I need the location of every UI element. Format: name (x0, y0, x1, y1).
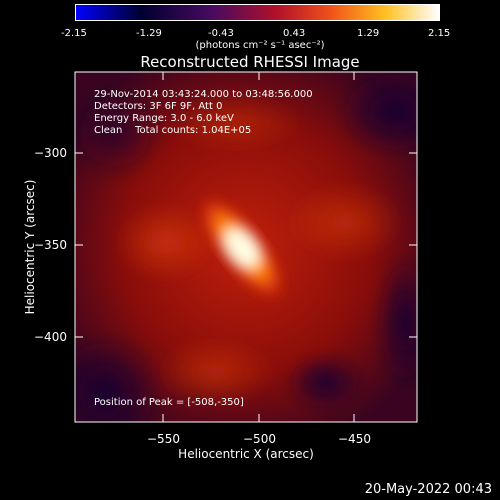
x-tick-label: −500 (243, 432, 276, 446)
date-stamp: 20-May-2022 00:43 (364, 482, 492, 497)
y-axis-label: Heliocentric Y (arcsec) (23, 179, 37, 315)
colorbar-tick: -0.43 (208, 28, 234, 39)
info-peak-position: Position of Peak = [-508,-350] (94, 397, 244, 408)
colorbar-units: (photons cm⁻² s⁻¹ asec⁻²) (195, 40, 325, 51)
x-axis-label: Heliocentric X (arcsec) (178, 447, 314, 461)
colorbar-tick: 2.15 (428, 28, 451, 39)
colorbar-tick: 1.29 (357, 28, 380, 39)
colorbar-tick: 0.43 (283, 28, 306, 39)
y-tick-label: −400 (34, 330, 67, 344)
info-clean-counts: Clean Total counts: 1.04E+05 (94, 125, 252, 136)
x-tick-label: −550 (147, 432, 180, 446)
x-tick-label: −450 (338, 432, 371, 446)
info-detectors: Detectors: 3F 6F 9F, Att 0 (94, 101, 223, 112)
y-tick-label: −300 (34, 146, 67, 160)
chart-title: Reconstructed RHESSI Image (140, 53, 360, 71)
colorbar-tick: -1.29 (136, 28, 162, 39)
colorbar-tick: -2.15 (61, 28, 87, 39)
colorbar (75, 4, 440, 21)
info-energy-range: Energy Range: 3.0 - 6.0 keV (94, 113, 234, 124)
y-tick-label: −350 (34, 238, 67, 252)
info-time-range: 29-Nov-2014 03:43:24.000 to 03:48:56.000 (94, 89, 313, 100)
